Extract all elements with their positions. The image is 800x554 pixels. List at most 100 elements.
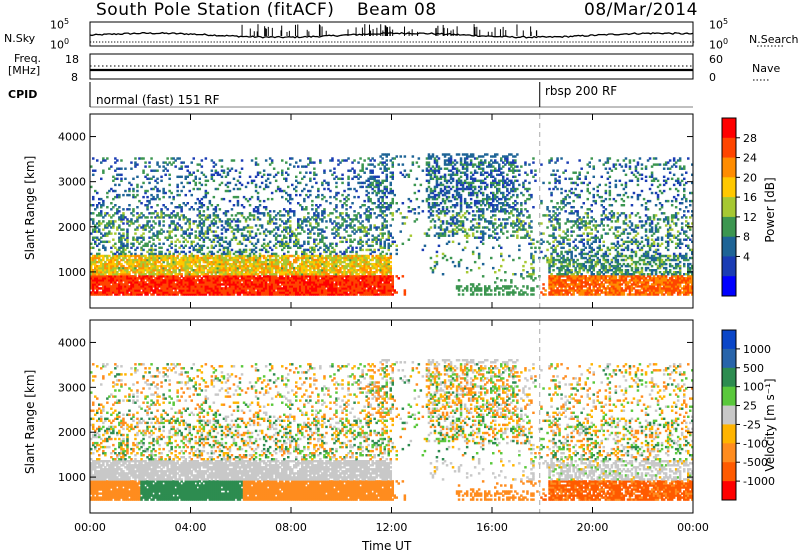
heatmap-cell xyxy=(317,275,320,278)
heatmap-cell xyxy=(283,214,286,217)
heatmap-cell xyxy=(307,269,310,272)
heatmap-cell xyxy=(104,293,107,296)
heatmap-cell xyxy=(236,179,240,183)
heatmap-cell xyxy=(285,228,288,231)
heatmap-cell xyxy=(236,260,240,264)
heatmap-cell xyxy=(268,214,272,217)
heatmap-cell xyxy=(104,269,107,272)
heatmap-cell xyxy=(321,273,324,276)
heatmap-cell xyxy=(156,204,159,207)
heatmap-cell xyxy=(130,269,133,272)
heatmap-cell xyxy=(429,256,433,260)
heatmap-cell xyxy=(321,260,324,264)
heatmap-cell xyxy=(154,252,157,256)
heatmap-cell xyxy=(291,254,294,258)
heatmap-cell xyxy=(289,283,292,286)
heatmap-cell xyxy=(295,242,298,246)
heatmap-cell xyxy=(281,281,284,284)
heatmap-cell xyxy=(116,262,119,266)
heatmap-cell xyxy=(116,212,119,215)
heatmap-cell xyxy=(287,283,290,286)
heatmap-cell xyxy=(415,218,419,221)
heatmap-cell xyxy=(188,273,192,276)
heatmap-cell xyxy=(299,277,302,280)
heatmap-cell xyxy=(270,260,274,264)
heatmap-cell xyxy=(289,197,292,201)
heatmap-cell xyxy=(170,256,173,260)
heatmap-cell xyxy=(204,287,208,290)
heatmap-cell xyxy=(319,269,322,272)
heatmap-cell xyxy=(190,283,194,286)
heatmap-cell xyxy=(431,153,435,156)
heatmap-cell xyxy=(138,242,141,246)
heatmap-cell xyxy=(150,248,153,252)
heatmap-cell xyxy=(301,252,304,256)
heatmap-cell xyxy=(309,222,312,225)
heatmap-cell xyxy=(252,264,256,268)
heatmap-cell xyxy=(246,279,250,282)
heatmap-cell xyxy=(313,283,316,286)
heatmap-cell xyxy=(206,228,210,231)
heatmap-cell xyxy=(246,293,250,296)
heatmap-cell xyxy=(160,264,163,268)
heatmap-cell xyxy=(258,252,262,256)
heatmap-cell xyxy=(192,254,196,258)
heatmap-cell xyxy=(122,266,125,270)
heatmap-cell xyxy=(252,277,256,280)
heatmap-cell xyxy=(268,218,272,221)
heatmap-cell xyxy=(260,248,264,252)
heatmap-cell xyxy=(116,283,119,286)
heatmap-cell xyxy=(140,275,143,278)
heatmap-cell xyxy=(232,258,236,262)
heatmap-cell xyxy=(118,218,121,221)
heatmap-cell xyxy=(182,236,186,239)
heatmap-cell xyxy=(258,275,262,278)
heatmap-cell xyxy=(303,269,306,272)
heatmap-cell xyxy=(132,260,135,264)
heatmap-cell xyxy=(278,281,282,284)
heatmap-cell xyxy=(258,264,262,268)
heatmap-cell xyxy=(375,228,378,231)
heatmap-cell xyxy=(146,291,149,294)
heatmap-cell xyxy=(178,273,181,276)
heatmap-cell xyxy=(242,262,246,266)
heatmap-cell xyxy=(180,275,183,278)
heatmap-cell xyxy=(313,212,316,215)
heatmap-cell xyxy=(124,279,127,282)
heatmap-cell xyxy=(208,224,212,227)
heatmap-cell xyxy=(102,202,105,205)
heatmap-cell xyxy=(260,287,264,290)
heatmap-cell xyxy=(94,226,97,229)
heatmap-cell xyxy=(202,283,206,286)
heatmap-cell xyxy=(260,266,264,270)
heatmap-cell xyxy=(307,275,310,278)
heatmap-cell xyxy=(92,279,95,282)
heatmap-cell xyxy=(236,275,240,278)
heatmap-cell xyxy=(272,228,276,231)
heatmap-cell xyxy=(299,287,302,290)
heatmap-cell xyxy=(132,269,135,272)
heatmap-cell xyxy=(98,275,101,278)
heatmap-cell xyxy=(270,285,274,288)
heatmap-cell xyxy=(212,277,216,280)
heatmap-cell xyxy=(270,287,274,290)
heatmap-cell xyxy=(313,262,316,266)
heatmap-cell xyxy=(116,289,119,292)
heatmap-cell xyxy=(164,236,167,239)
heatmap-cell xyxy=(311,275,314,278)
heatmap-cell xyxy=(381,181,384,185)
heatmap-cell xyxy=(214,285,218,288)
heatmap-cell xyxy=(297,242,300,246)
heatmap-cell xyxy=(230,248,234,252)
heatmap-cell xyxy=(214,254,218,258)
heatmap-cell xyxy=(192,287,196,290)
heatmap-cell xyxy=(190,193,194,197)
heatmap-cell xyxy=(106,275,109,278)
heatmap-cell xyxy=(274,271,278,274)
heatmap-cell xyxy=(196,224,200,227)
heatmap-cell xyxy=(168,236,171,239)
heatmap-cell xyxy=(102,269,105,272)
heatmap-cell xyxy=(216,293,220,296)
heatmap-cell xyxy=(184,258,188,262)
heatmap-cell xyxy=(303,254,306,258)
